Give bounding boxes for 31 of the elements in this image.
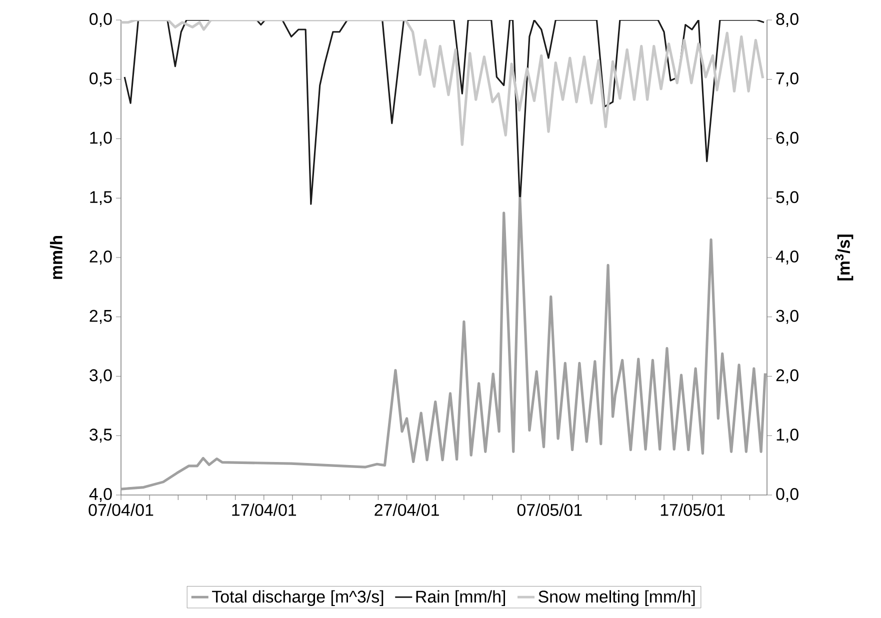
y2-tick-label: 7,0	[776, 72, 798, 86]
y2-tick-label: 4,0	[776, 250, 798, 265]
y-tick-label: 0,0	[90, 13, 112, 28]
y2-tick-label: 0,0	[776, 488, 798, 502]
legend-label: Total discharge [m^3/s]	[212, 590, 384, 606]
legend-label: Snow melting [mm/h]	[538, 590, 695, 606]
y2-tick-label: 5,0	[776, 191, 798, 206]
line-series	[121, 20, 764, 146]
y-tick-label: 2,5	[90, 310, 112, 324]
y-tick-label: 0,5	[90, 72, 112, 86]
y-tick-label: 1,5	[90, 191, 112, 206]
y2-tick-label: 3,0	[776, 310, 798, 324]
y2-tick-label: 8,0	[776, 13, 798, 28]
y2-axis-title: [m$^{3}$/s]	[835, 234, 854, 280]
y-tick-label: 2,0	[90, 250, 112, 265]
line-series	[124, 20, 765, 205]
y-axis-title: mm/h	[50, 236, 63, 279]
x-tick-label: 07/04/01	[88, 504, 154, 516]
x-tick-label: 07/05/01	[517, 504, 582, 516]
y-tick-label: 3,5	[90, 428, 112, 443]
y2-tick-label: 6,0	[776, 132, 798, 146]
legend-label: Rain [mm/h]	[416, 590, 505, 606]
y2-tick-label: 1,0	[776, 428, 798, 443]
y-tick-label: 3,0	[90, 369, 112, 384]
y-tick-label: 4,0	[89, 488, 112, 502]
line-series	[121, 196, 767, 490]
x-tick-label: 27/04/01	[374, 504, 439, 516]
y2-tick-label: 2,0	[776, 369, 798, 384]
x-tick-label: 17/04/01	[232, 504, 296, 516]
x-tick-label: 17/05/01	[660, 504, 725, 516]
y-tick-label: 1,0	[90, 132, 112, 146]
